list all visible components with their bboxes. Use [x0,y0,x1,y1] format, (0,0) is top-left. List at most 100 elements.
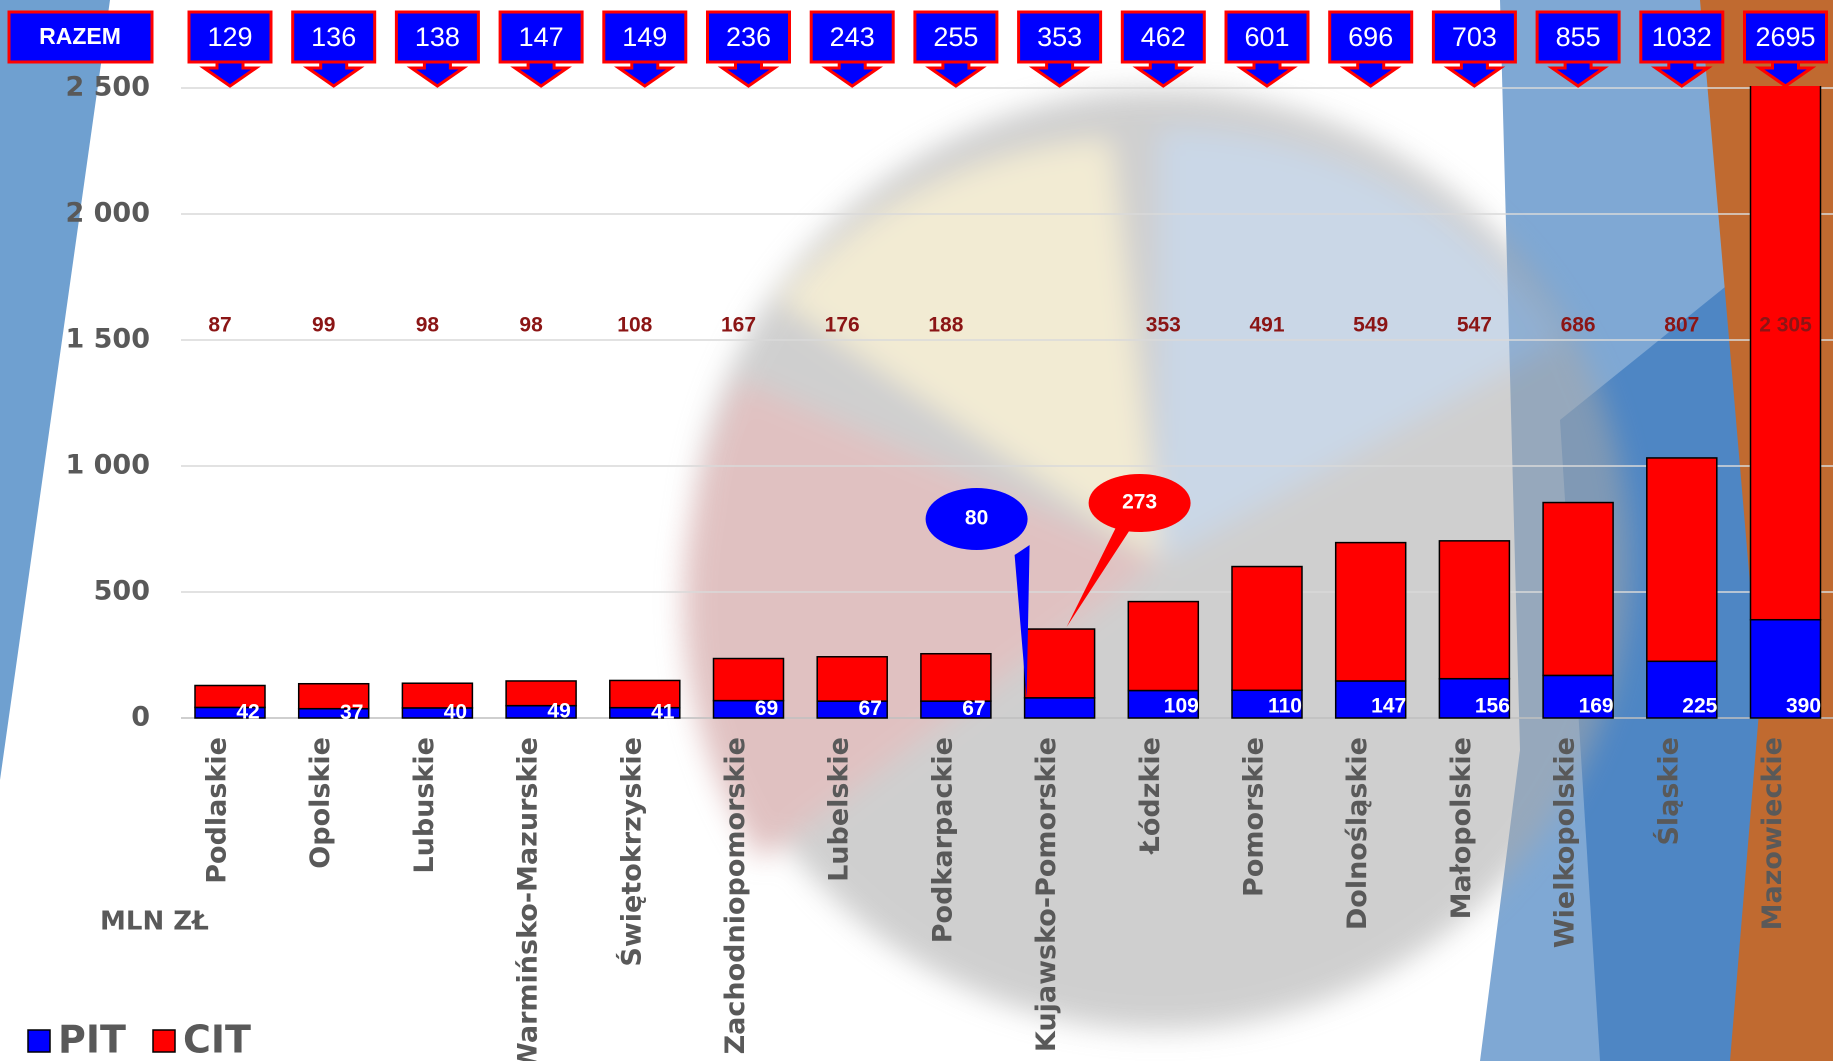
bar-segment [1438,677,1511,719]
data-label: 353 [1146,314,1181,337]
bar-segment [816,656,888,702]
total-box [706,10,791,64]
total-header: RAZEM [39,23,121,49]
callout-label: 273 [1122,491,1157,514]
legend-swatch [27,1029,51,1053]
data-label: 807 [1664,314,1699,337]
data-label: 109 [1164,695,1199,718]
bar-segment [712,657,785,702]
total-box [1535,10,1621,64]
data-label: 67 [859,697,882,720]
total-box [1431,10,1517,64]
total-box [1224,10,1310,64]
y-tick-label: 2 500 [65,72,150,103]
data-label: 108 [617,314,652,337]
data-label: 69 [755,697,778,720]
total-label: 855 [1556,22,1601,52]
x-tick-label: Pomorskie [1239,737,1270,897]
total-box [1328,10,1414,64]
data-label: 167 [721,314,756,337]
x-tick-label: Małopolskie [1446,737,1477,919]
x-tick-label: Podlaskie [202,737,233,884]
x-tick-label: Zachodniopomorskie [720,737,751,1054]
total-label: 696 [1348,22,1393,52]
bar-segment [1749,86,1822,621]
data-label: 686 [1561,314,1596,337]
bar-segment [194,684,266,709]
bar-segment [1749,618,1822,719]
total-box [1743,10,1828,64]
data-label: 225 [1682,695,1717,718]
bar-segment [401,682,474,709]
data-label: 147 [1371,695,1406,718]
total-label: 703 [1452,22,1497,52]
total-box [1017,10,1103,64]
x-tick-label: Łódzkie [1135,737,1166,855]
bar-segment [1334,541,1407,682]
decor [0,0,110,780]
bar-segment [1438,540,1511,680]
data-label: 99 [312,314,335,337]
total-label: 2695 [1755,22,1815,52]
legend-swatch [152,1029,176,1053]
callout [925,488,1028,550]
data-label: 188 [928,314,963,337]
total-label: 1032 [1652,22,1712,52]
bar-segment [1542,501,1614,677]
data-label: 37 [340,701,363,724]
bar-segment [1023,697,1096,719]
bar-segment [1646,660,1718,719]
unit-label: MLN ZŁ [100,907,209,937]
total-box [1639,10,1725,64]
data-label: 176 [825,314,860,337]
x-tick-label: Mazowieckie [1757,737,1788,930]
total-box [291,10,377,64]
x-tick-label: Podkarpackie [927,737,958,943]
total-label: 255 [933,22,978,52]
y-tick-label: 1 000 [65,450,150,481]
bar-segment [1127,600,1200,692]
bar-segment [1023,628,1096,699]
total-box [602,10,688,64]
data-label: 67 [962,697,985,720]
x-tick-label: Opolskie [305,737,336,869]
data-label: 491 [1249,314,1284,337]
x-tick-label: Lubelskie [824,737,855,882]
x-tick-label: Dolnośląskie [1342,737,1373,930]
y-tick-label: 1 500 [65,324,150,355]
data-label: 549 [1353,314,1388,337]
callout-tail [1066,515,1140,628]
x-tick-label: Śląskie [1652,737,1684,846]
total-label: 138 [415,22,460,52]
y-tick-label: 500 [94,576,150,607]
callout-tail [1014,545,1030,698]
bar-segment [505,680,577,707]
pie-image [683,90,1630,1030]
callout-label: 80 [965,507,988,530]
plot [194,86,1822,719]
legend-label: CIT [183,1018,251,1061]
bar-segment [1334,680,1407,719]
bar-segment [609,679,681,709]
data-label: 2 305 [1759,314,1812,337]
data-label: 42 [236,700,259,723]
x-tick-label: Kujawsko-Pomorskie [1031,737,1062,1052]
bar-segment [920,652,992,702]
data-label: 40 [444,701,467,724]
total-label: 136 [311,22,356,52]
bar-segment [297,682,370,710]
total-label: 147 [519,22,564,52]
total-box [498,10,584,64]
bar-segment [1231,565,1303,692]
total-label: 129 [207,22,252,52]
data-label: 98 [416,314,440,337]
x-tick-label: Świętokrzyskie [615,737,647,967]
total-label: 601 [1244,22,1289,52]
bar-segment [1127,689,1200,719]
total-label: 353 [1037,22,1082,52]
total-header-box [7,10,154,64]
data-label: 41 [651,700,675,723]
x-tick-label: Wielkopolskie [1550,737,1581,948]
data-label: 87 [208,314,231,337]
